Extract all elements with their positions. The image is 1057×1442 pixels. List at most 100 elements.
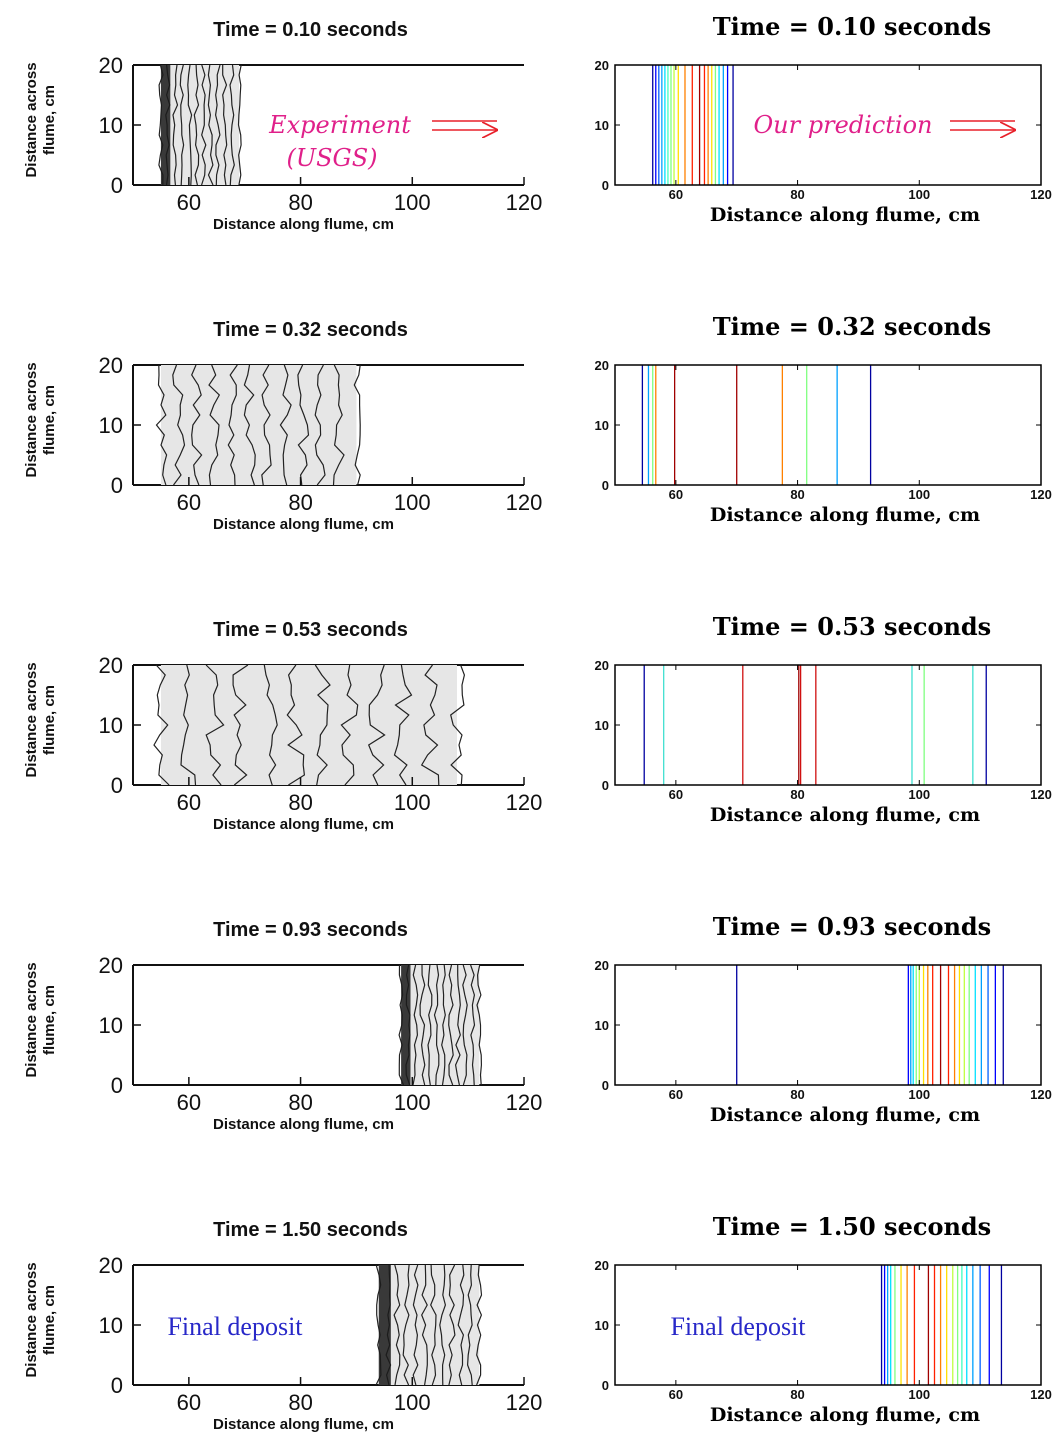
y-tick-label: 10 [595,1318,609,1333]
x-tick-label: 120 [506,490,543,515]
y-axis-label: Distance across flume, cm [23,62,58,177]
y-axis-label: Distance across flume, cm [23,662,58,777]
x-tick-label: 60 [177,490,201,515]
x-tick-label: 100 [394,790,431,815]
x-tick-label: 60 [669,187,683,202]
contour-line [179,64,185,186]
y-axis-label-line-2: flume, cm [41,85,58,155]
y-axis-label-line-1: Distance across [23,362,40,477]
contour-line [222,65,228,186]
y-axis-label-line-1: Distance across [23,962,40,1077]
y-axis-label-line-2: flume, cm [41,385,58,455]
y-tick-label: 10 [99,1013,123,1038]
x-tick-label: 120 [506,790,543,815]
contour-line [155,364,168,486]
y-tick-label: 10 [99,713,123,738]
contour-line [470,964,476,1086]
x-tick-label: 100 [394,490,431,515]
x-tick-label: 100 [394,190,431,215]
contour-line [314,364,326,486]
y-tick-label: 20 [595,58,609,73]
y-tick-label: 0 [602,1378,609,1393]
y-tick-label: 0 [602,478,609,493]
contour-line [214,64,221,186]
y-axis-label: Distance across flume, cm [23,1262,58,1377]
x-axis-label: Distance along flume, cm [710,204,980,226]
contour-line [193,64,200,186]
x-tick-label: 80 [288,1090,312,1115]
contour-line [412,964,419,1086]
y-tick-label: 20 [595,1258,609,1273]
x-tick-label: 60 [177,1090,201,1115]
contour-line [180,664,197,786]
y-tick-label: 10 [99,413,123,438]
contour-line [427,964,433,1086]
experiment-panel-2: Time = 0.32 seconds 0 10 20 60 80 100 120 Distan… [23,319,542,533]
x-tick-label: 100 [394,1090,431,1115]
y-tick-label: 10 [595,118,609,133]
x-tick-label: 120 [1030,1087,1052,1102]
contour-line [297,364,310,486]
x-tick-label: 120 [1030,487,1052,502]
contour-line [393,1264,401,1386]
x-axis-label: Distance along flume, cm [710,804,980,826]
y-tick-label: 0 [111,773,123,798]
x-axis-label: Distance along flume, cm [213,1416,394,1433]
deposit-shading [160,65,240,185]
x-tick-label: 120 [506,190,543,215]
x-tick-label: 100 [908,1387,930,1402]
prediction-panel-3: Time = 0.53 seconds 0 10 20 60 80 100 120 Distan… [595,612,1052,826]
y-tick-label: 10 [595,418,609,433]
contour-line [393,664,413,786]
x-tick-label: 80 [790,187,804,202]
deposit-shading [401,965,480,1085]
x-tick-label: 80 [790,1387,804,1402]
x-axis-label: Distance along flume, cm [710,504,980,526]
x-tick-label: 60 [669,1087,683,1102]
contour-line [420,664,440,786]
x-tick-label: 100 [908,487,930,502]
contour-line [340,664,359,786]
y-axis-label: Distance across flume, cm [23,962,58,1077]
contour-line [153,664,170,786]
contour-line [243,364,256,486]
y-tick-label: 0 [111,1373,123,1398]
contour-line [412,1264,419,1386]
contour-line [279,364,292,486]
y-tick-label: 0 [111,1073,123,1098]
x-tick-label: 100 [908,1087,930,1102]
y-tick-label: 10 [99,1313,123,1338]
contour-line [207,64,214,186]
prediction-annotation: Our prediction [754,111,933,139]
x-tick-label: 120 [506,1390,543,1415]
y-tick-label: 20 [99,353,123,378]
chart-title: Time = 0.10 seconds [213,19,408,41]
y-tick-label: 20 [99,653,123,678]
deposit-shading [160,665,457,785]
contour-line [421,1264,428,1386]
y-axis-label-line-2: flume, cm [41,985,58,1055]
y-tick-label: 0 [111,473,123,498]
x-tick-label: 120 [506,1090,543,1115]
x-tick-label: 80 [790,787,804,802]
y-tick-label: 20 [99,53,123,78]
x-tick-label: 80 [288,790,312,815]
y-axis-label: Distance across flume, cm [23,362,58,477]
prediction-panel-1: Time = 0.10 seconds 0 10 20 60 80 100 120 Distan… [595,12,1052,226]
x-tick-label: 80 [288,190,312,215]
experiment-annotation: Experiment [268,111,411,139]
x-tick-label: 60 [669,787,683,802]
y-axis-label-line-2: flume, cm [41,685,58,755]
x-tick-label: 100 [908,187,930,202]
contour-line [439,1264,447,1386]
experiment-panel-3: Time = 0.53 seconds 0 10 20 60 80 100 120 Distan… [23,619,542,833]
chart-title: Time = 0.53 seconds [713,612,991,641]
contour-line [237,64,242,186]
x-axis-label: Distance along flume, cm [213,516,394,533]
contour-line [430,1264,437,1386]
chart-title: Time = 0.32 seconds [713,312,991,341]
y-tick-label: 10 [595,1018,609,1033]
contour-line [476,964,483,1086]
y-tick-label: 20 [595,358,609,373]
